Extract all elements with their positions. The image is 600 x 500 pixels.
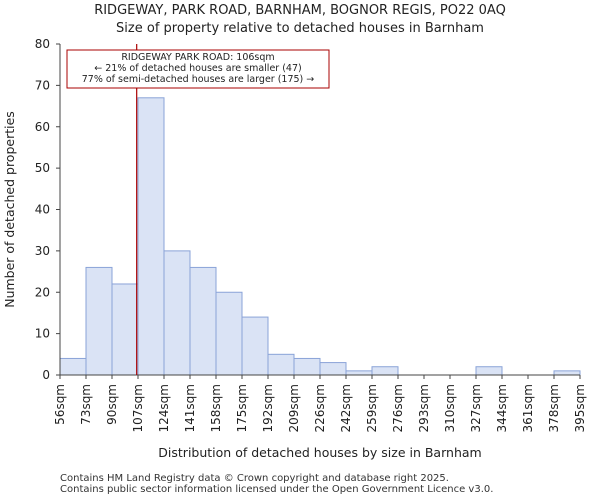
x-tick-label: 310sqm <box>443 384 457 432</box>
x-tick-label: 293sqm <box>417 384 431 432</box>
x-tick-label: 226sqm <box>313 384 327 432</box>
bar-158sqm <box>215 291 243 376</box>
x-tick-label: 209sqm <box>287 384 301 432</box>
x-tick-label: 276sqm <box>391 384 405 432</box>
x-axis: 56sqm 73sqm 90sqm 107sqm 124sqm 141sqm 158sqm 1… <box>53 374 587 432</box>
annotation-line1: RIDGEWAY PARK ROAD: 106sqm <box>121 52 274 63</box>
bar-378sqm <box>553 370 581 376</box>
x-tick-label: 344sqm <box>495 384 509 432</box>
annotation-line3: 77% of semi-detached houses are larger (… <box>82 74 315 85</box>
bar-141sqm <box>189 266 217 376</box>
y-tick-label: 70 <box>35 78 50 92</box>
x-tick-label: 175sqm <box>235 384 249 432</box>
y-tick-label: 50 <box>35 161 50 175</box>
histogram-chart: RIDGEWAY, PARK ROAD, BARNHAM, BOGNOR REG… <box>2 3 587 460</box>
bar-242sqm <box>345 370 373 376</box>
chart-title-line2: Size of property relative to detached ho… <box>116 21 484 36</box>
bar-56sqm <box>59 357 87 376</box>
x-tick-label: 56sqm <box>53 384 67 425</box>
x-axis-label: Distribution of detached houses by size … <box>158 445 481 460</box>
bar-175sqm <box>241 316 269 376</box>
y-tick-label: 60 <box>35 120 50 134</box>
x-tick-label: 361sqm <box>521 384 535 432</box>
x-tick-label: 259sqm <box>365 384 379 432</box>
x-tick-label: 395sqm <box>573 384 587 432</box>
footer-copyright: Contains HM Land Registry data © Crown c… <box>60 473 449 484</box>
x-tick-label: 124sqm <box>157 384 171 432</box>
x-tick-label: 107sqm <box>131 384 145 432</box>
y-tick-label: 0 <box>42 368 50 382</box>
footer-licence: Contains public sector information licen… <box>60 484 494 495</box>
y-tick-label: 10 <box>35 327 50 341</box>
y-tick-label: 20 <box>35 285 50 299</box>
chart-title-line1: RIDGEWAY, PARK ROAD, BARNHAM, BOGNOR REG… <box>94 3 506 18</box>
x-tick-label: 73sqm <box>79 384 93 425</box>
bar-107sqm <box>137 97 165 376</box>
bar-73sqm <box>85 266 113 376</box>
x-tick-label: 242sqm <box>339 384 353 432</box>
y-axis: 0 10 20 30 40 50 60 70 80 <box>35 37 61 382</box>
bar-124sqm <box>163 250 191 376</box>
y-axis-label: Number of detached properties <box>2 111 17 308</box>
x-tick-label: 158sqm <box>209 384 223 432</box>
x-tick-label: 141sqm <box>183 384 197 432</box>
x-tick-label: 327sqm <box>469 384 483 432</box>
y-tick-label: 40 <box>35 203 50 217</box>
bar-209sqm <box>293 357 321 376</box>
y-tick-label: 30 <box>35 244 50 258</box>
annotation-rect <box>66 49 330 89</box>
annotation-box: RIDGEWAY PARK ROAD: 106sqm ← 21% of deta… <box>66 49 330 89</box>
x-tick-label: 90sqm <box>105 384 119 425</box>
annotation-line2: ← 21% of detached houses are smaller (47… <box>94 63 301 74</box>
bar-90sqm <box>111 283 139 376</box>
bar-226sqm <box>319 362 347 376</box>
bar-192sqm <box>267 353 295 376</box>
bar-259sqm <box>371 366 399 376</box>
x-tick-label: 192sqm <box>261 384 275 432</box>
bar-327sqm <box>475 366 503 376</box>
y-tick-label: 80 <box>35 37 50 51</box>
x-tick-label: 378sqm <box>547 384 561 432</box>
bars-group <box>59 97 581 376</box>
